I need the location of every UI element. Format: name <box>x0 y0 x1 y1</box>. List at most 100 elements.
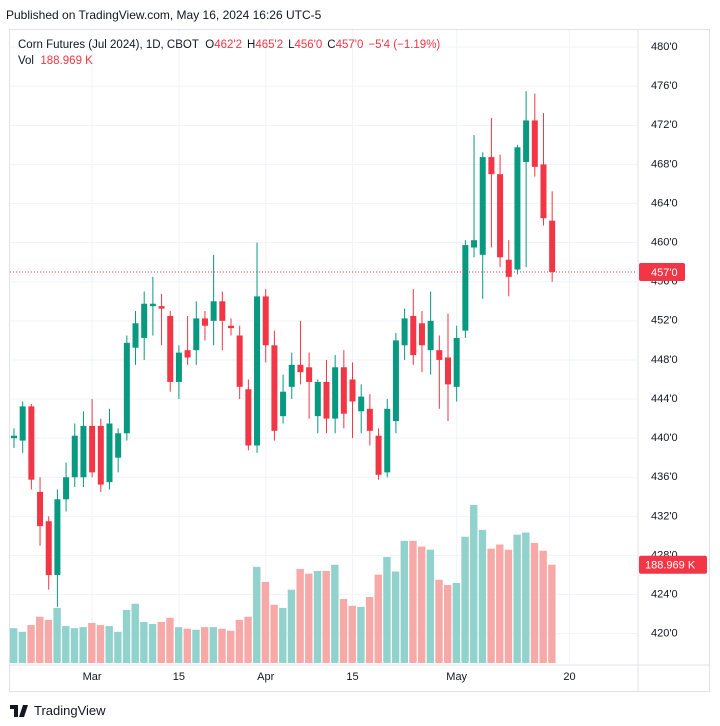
candle-body <box>219 301 226 321</box>
volume-bar <box>209 627 218 663</box>
volume-bar <box>227 630 235 663</box>
candle-body <box>228 325 234 329</box>
candle-body <box>332 367 339 419</box>
volume-bar <box>383 556 391 663</box>
candle-body <box>167 315 174 382</box>
candle-body <box>245 389 252 446</box>
volume-bar <box>79 627 87 663</box>
ohlc-label: H <box>247 39 256 51</box>
candle-body <box>479 157 486 255</box>
candle-body <box>193 318 200 351</box>
volume-bar <box>261 581 270 663</box>
volume-bar <box>322 571 330 663</box>
candle-body <box>271 345 278 431</box>
volume-bar <box>452 582 461 663</box>
legend-row: Vol 188.969 K <box>18 53 445 69</box>
volume-bar <box>96 625 105 663</box>
candle-body <box>123 342 130 434</box>
candle-body <box>410 315 417 356</box>
volume-bar <box>44 619 53 663</box>
candle-body <box>201 318 208 326</box>
y-tick-label: 424'0 <box>651 588 678 600</box>
candle-body <box>97 425 104 485</box>
published: Published on TradingView.com, May 16, 20… <box>6 8 322 22</box>
volume-bar <box>287 589 296 663</box>
volume-bar <box>53 607 61 663</box>
volume-bar <box>522 532 530 663</box>
y-tick-label: 468'0 <box>651 158 678 170</box>
volume-bar <box>417 546 426 663</box>
candle-body <box>514 147 521 270</box>
x-tick-label: 15 <box>173 671 185 683</box>
candle-body <box>63 477 70 500</box>
symbol-title: Corn Futures (Jul 2024), 1D, CBOT <box>18 39 199 51</box>
volume-bar <box>157 621 165 663</box>
y-tick-label: 432'0 <box>651 510 678 522</box>
candle-body <box>19 406 26 441</box>
volume-bar <box>166 617 174 663</box>
volume-bar <box>122 609 131 663</box>
candle-body <box>54 499 61 576</box>
candle-body <box>349 379 356 402</box>
volume-bar <box>478 529 487 663</box>
candle-body <box>323 381 330 419</box>
x-tick-label: Apr <box>257 671 274 683</box>
volume-bar <box>200 627 209 663</box>
legend-row: Corn Futures (Jul 2024), 1D, CBOT O462'2… <box>18 37 445 53</box>
volume-bar <box>10 628 18 663</box>
candle-body <box>37 491 44 527</box>
volume-bar <box>36 616 44 663</box>
ohlc-label: O <box>205 39 215 51</box>
candle-body <box>314 381 321 417</box>
candle-body <box>262 296 269 346</box>
volume-bar <box>279 607 287 663</box>
volume-bar <box>530 542 539 663</box>
ohlc-value: 462'2 <box>214 39 242 51</box>
volume-bar <box>444 585 452 663</box>
ohlc-value: 457'0 <box>335 39 364 51</box>
last-price-box <box>639 262 685 281</box>
frame <box>9 29 710 692</box>
x-tick-label: 20 <box>563 671 575 683</box>
volume-bar <box>470 505 478 663</box>
candle-body <box>358 396 365 412</box>
change: −5'4 (−1.19%) <box>368 39 441 51</box>
volume-bar <box>348 605 356 663</box>
candle-body <box>45 521 52 576</box>
candle-body <box>540 164 547 219</box>
candle-body <box>254 296 261 446</box>
volume-bar <box>88 622 96 663</box>
y-tick-label: 464'0 <box>651 197 678 209</box>
logo-icon <box>10 705 28 717</box>
x-tick-label: Mar <box>83 671 102 683</box>
last-volume-box <box>639 555 707 574</box>
candle-body <box>488 157 495 175</box>
legend: Corn Futures (Jul 2024), 1D, CBOT O462'2… <box>18 37 445 69</box>
candle-body <box>141 303 148 338</box>
volume-bar <box>504 549 513 663</box>
volume-bar <box>270 604 278 663</box>
volume-bar <box>140 621 148 663</box>
ohlc-label: L <box>288 39 295 51</box>
candle-body <box>132 323 139 348</box>
ohlc-label: C <box>327 39 336 51</box>
volume-bar <box>365 596 374 663</box>
volume-bar <box>400 540 408 663</box>
volume-bar <box>313 571 322 663</box>
volume-bar <box>70 628 79 663</box>
candle-body <box>11 435 17 439</box>
candle-body <box>445 357 451 385</box>
y-tick-label: 472'0 <box>651 119 678 131</box>
y-tick-label: 476'0 <box>651 80 678 92</box>
volume-bar <box>331 564 339 663</box>
last-volume-label: 188.969 K <box>645 560 696 572</box>
candle-body <box>184 350 191 358</box>
volume-bar <box>235 619 244 663</box>
candle-body <box>89 425 96 473</box>
candle-body <box>471 240 478 248</box>
volume-bar <box>513 534 521 663</box>
volume-bar <box>374 574 382 663</box>
candle-body <box>210 301 217 321</box>
candle-body <box>505 259 512 277</box>
